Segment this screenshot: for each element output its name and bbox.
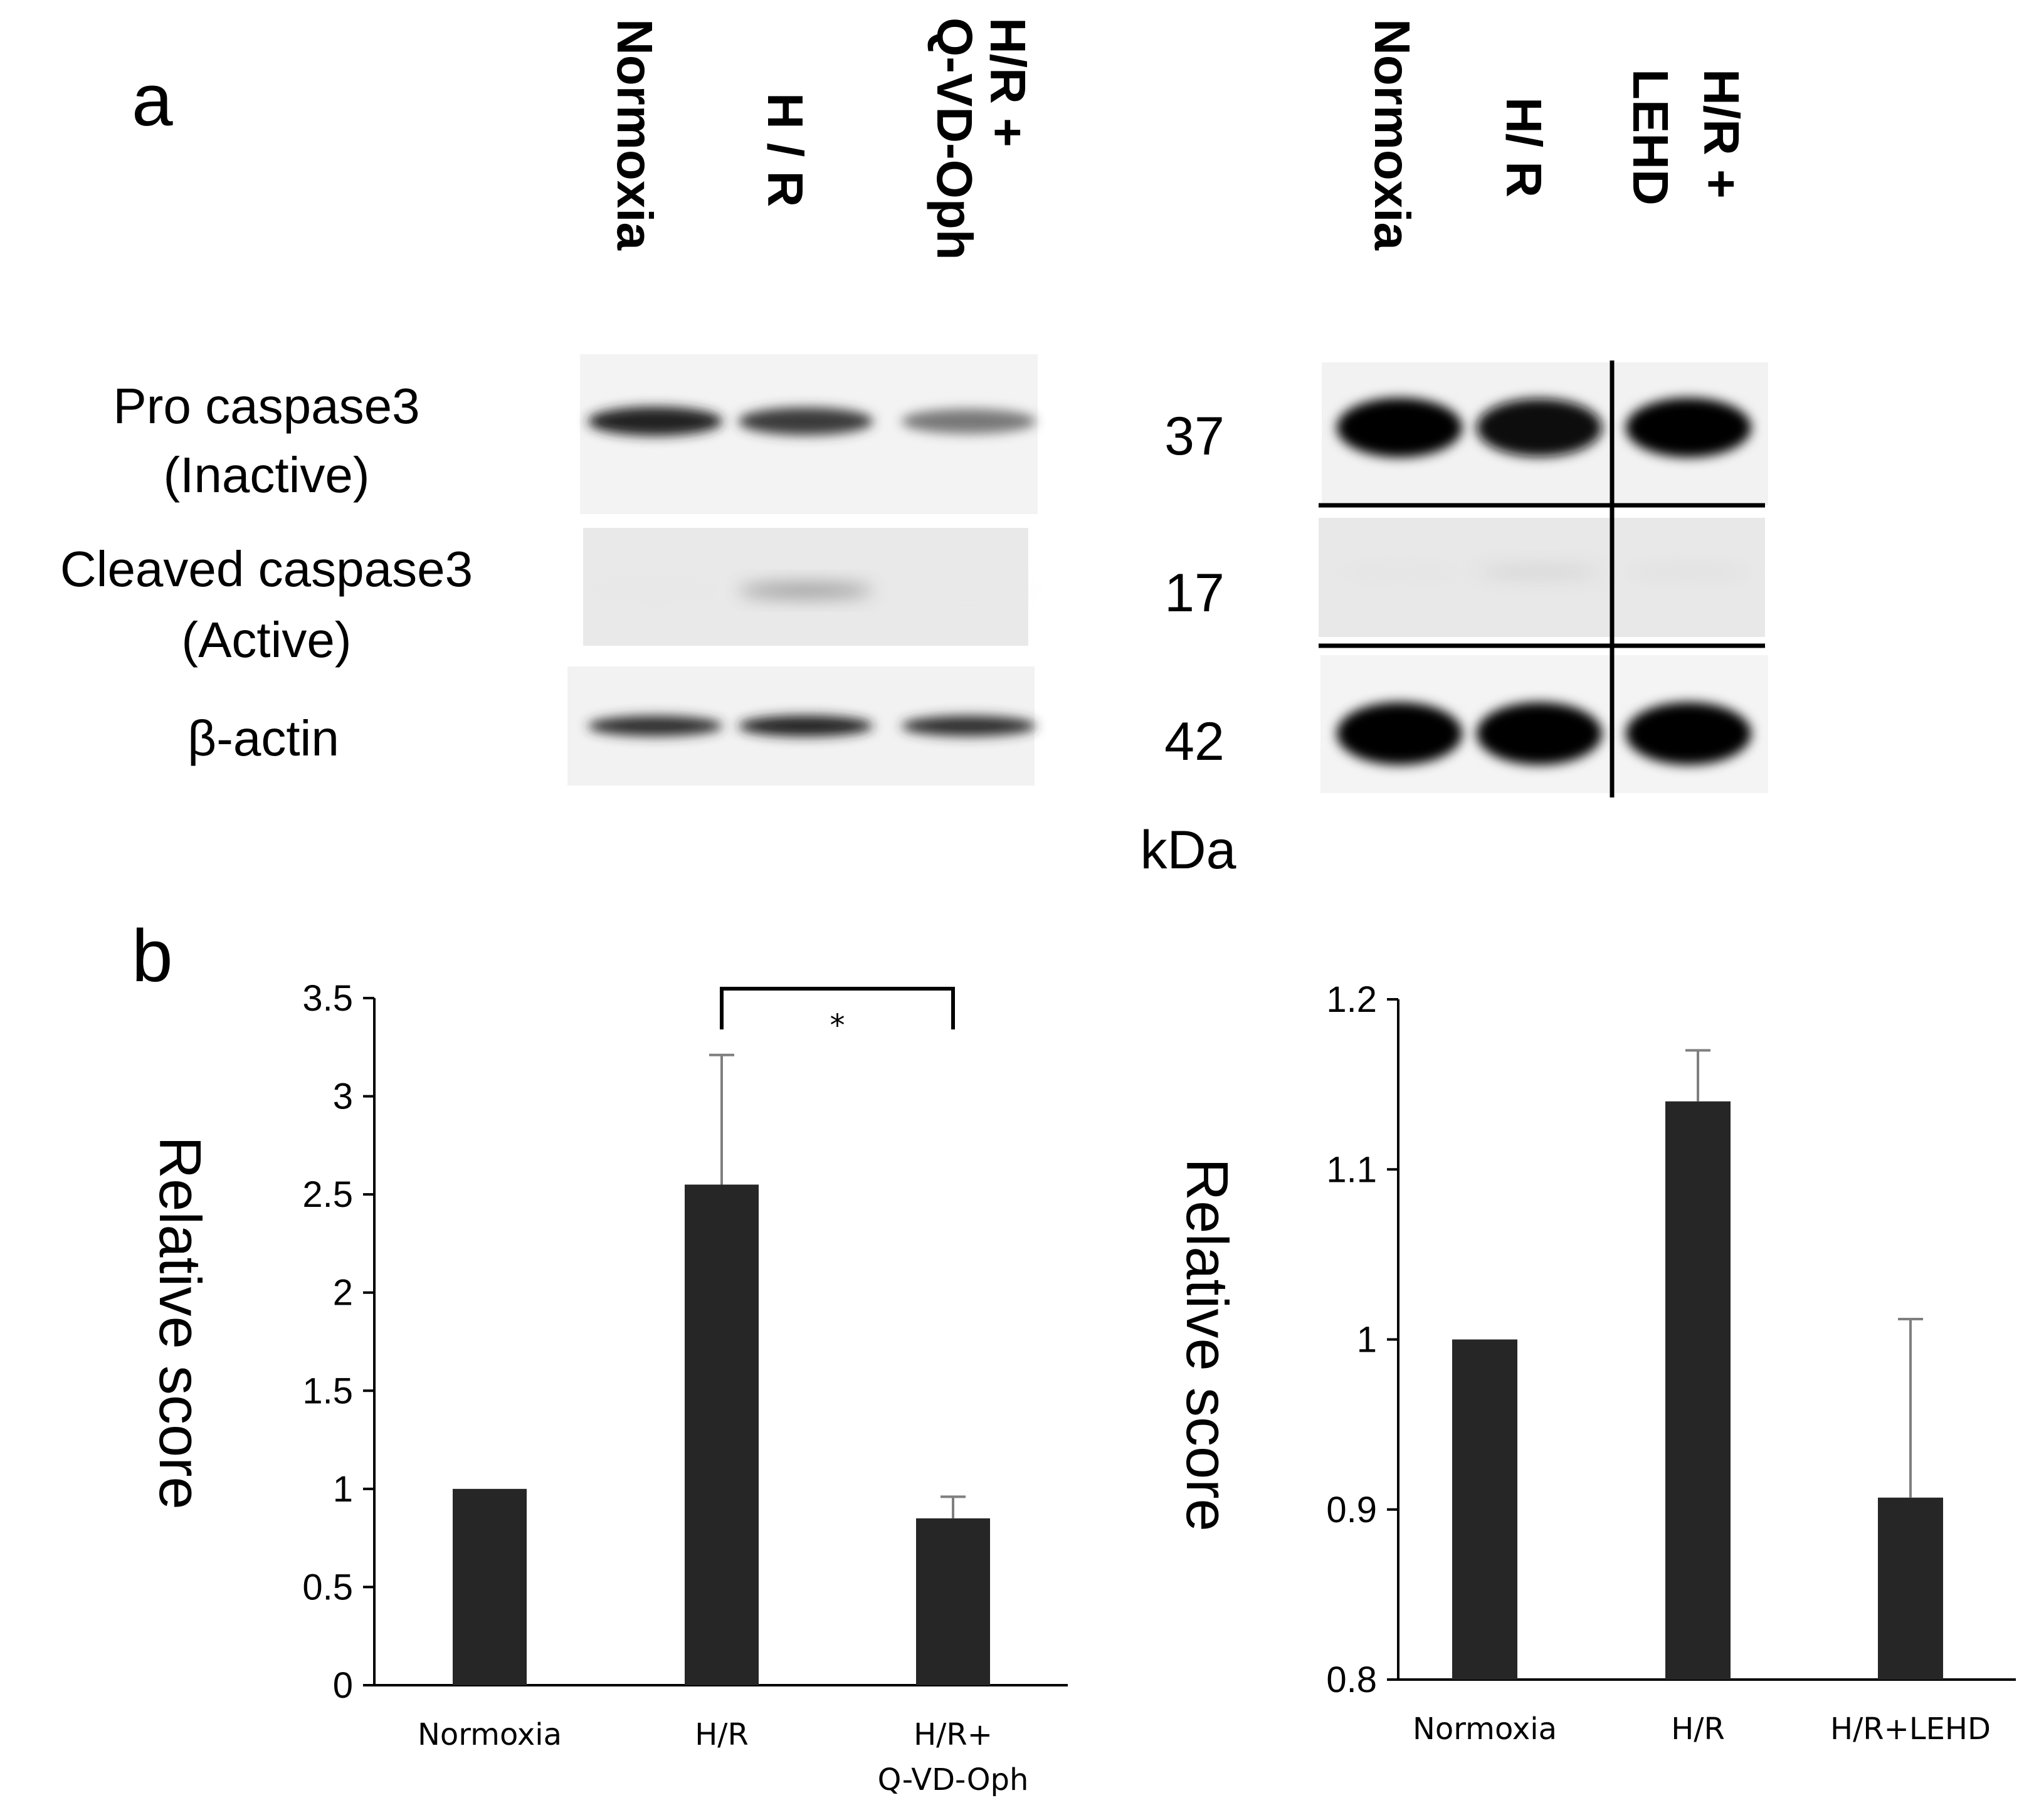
chart-left-ylabel: Relative score <box>147 1136 213 1510</box>
right-band-r0-l1 <box>1477 398 1602 457</box>
chart-1-category-label: H/R+LEHD <box>1830 1712 1991 1747</box>
marker-17: 17 <box>1164 563 1225 623</box>
right-lane-hr-lehd-line1: H/R + <box>1694 69 1749 199</box>
left-lane-hr-qvd-line1: H/R + <box>980 18 1036 147</box>
panel-b-label: b <box>132 915 173 997</box>
chart-1-bar <box>1452 1339 1517 1680</box>
chart-0-category-label: H/R <box>695 1717 749 1752</box>
chart-0-ytick-label: 2.5 <box>302 1174 353 1215</box>
chart-0-significance-bracket <box>720 987 955 1029</box>
chart-0-ytick-label: 1.5 <box>302 1370 353 1411</box>
left-band-r1-l2 <box>901 585 1036 596</box>
chart-1-category-label: Normoxia <box>1413 1712 1557 1747</box>
left-lane-hr: H / R <box>757 93 813 207</box>
right-band-r1-l1 <box>1477 564 1602 580</box>
marker-unit-kda: kDa <box>1141 820 1236 880</box>
mw-markers: 37 17 42 kDa <box>1141 406 1236 880</box>
chart-1-ytick-label: 1 <box>1357 1320 1377 1360</box>
chart-0-category-label: Normoxia <box>418 1717 562 1752</box>
right-blot <box>1319 360 1768 797</box>
chart-0-bar <box>916 1518 990 1685</box>
chart-0-ytick-label: 0.5 <box>302 1567 353 1607</box>
left-band-r0-l0 <box>588 406 723 436</box>
chart-0-ytick-label: 2 <box>333 1273 353 1313</box>
chart-0-category-label: H/R+ <box>914 1717 993 1752</box>
chart-0-ytick-label: 3.5 <box>302 978 353 1019</box>
chart-1-bar <box>1665 1101 1731 1680</box>
right-lane-normoxia: Normoxia <box>1364 19 1420 250</box>
left-band-r0-l2 <box>901 409 1036 434</box>
right-band-r0-l2 <box>1626 397 1751 458</box>
right-band-r2-l0 <box>1337 702 1462 765</box>
left-band-r1-l0 <box>588 585 723 596</box>
left-band-r2-l0 <box>588 715 723 737</box>
chart-0-category-label: Q-VD-Oph <box>878 1762 1029 1797</box>
right-band-r2-l1 <box>1477 702 1602 765</box>
row-labels: Pro caspase3 (Inactive) Cleaved caspase3… <box>60 378 473 766</box>
chart-0-ytick-label: 1 <box>333 1469 353 1510</box>
right-lane-hr: H/ R <box>1496 97 1552 197</box>
right-band-r2-l2 <box>1626 702 1751 765</box>
chart-right: 0.8 0.9 1 1.1 1.2 Normoxia H/R H/R+LEHD <box>1326 979 2016 1747</box>
chart-0-bar <box>453 1488 527 1685</box>
row-label-beta-actin: β-actin <box>187 710 339 766</box>
chart-1-category-label: H/R <box>1671 1712 1725 1747</box>
right-band-r0-l0 <box>1337 397 1462 458</box>
row-label-cleaved-caspase3: Cleaved caspase3 <box>60 541 473 597</box>
chart-0-ytick-label: 0 <box>333 1665 353 1706</box>
left-band-r0-l1 <box>738 407 873 436</box>
chart-left: 0 0.5 1 1.5 2 2.5 3 3.5 Normoxia H/R H/R+ Q-VD-Oph * <box>302 978 1068 1797</box>
chart-1-ytick-label: 0.9 <box>1326 1490 1377 1530</box>
left-lane-headers: Normoxia H / R H/R + Q-VD-Oph <box>607 18 1036 260</box>
left-band-r1-l1 <box>738 583 873 598</box>
row-label-pro-caspase3: Pro caspase3 <box>113 378 419 434</box>
chart-1-ytick-label: 1.2 <box>1326 979 1377 1020</box>
right-lane-headers: Normoxia H/ R H/R + LEHD <box>1364 19 1749 250</box>
chart-right-ylabel: Relative score <box>1174 1158 1240 1532</box>
chart-1-ytick-label: 0.8 <box>1326 1660 1377 1700</box>
chart-0-ytick-label: 3 <box>333 1076 353 1117</box>
chart-1-bar <box>1878 1497 1943 1680</box>
left-band-r2-l1 <box>738 715 873 737</box>
right-band-r1-l0 <box>1337 564 1462 579</box>
left-blot <box>567 354 1038 786</box>
right-band-r1-l2 <box>1626 564 1751 579</box>
right-lane-hr-lehd-line2: LEHD <box>1623 69 1679 206</box>
chart-0-bar <box>685 1184 759 1685</box>
left-lane-normoxia: Normoxia <box>607 19 663 250</box>
panel-a-label: a <box>132 59 173 142</box>
row-label-active: (Active) <box>181 612 351 668</box>
row-label-inactive: (Inactive) <box>164 447 370 503</box>
chart-0-significance-star: * <box>830 1008 845 1043</box>
left-band-r2-l2 <box>901 715 1036 737</box>
marker-42: 42 <box>1164 712 1225 772</box>
marker-37: 37 <box>1164 406 1225 466</box>
left-lane-hr-qvd-line2: Q-VD-Oph <box>927 18 983 260</box>
chart-1-ytick-label: 1.1 <box>1326 1149 1377 1190</box>
